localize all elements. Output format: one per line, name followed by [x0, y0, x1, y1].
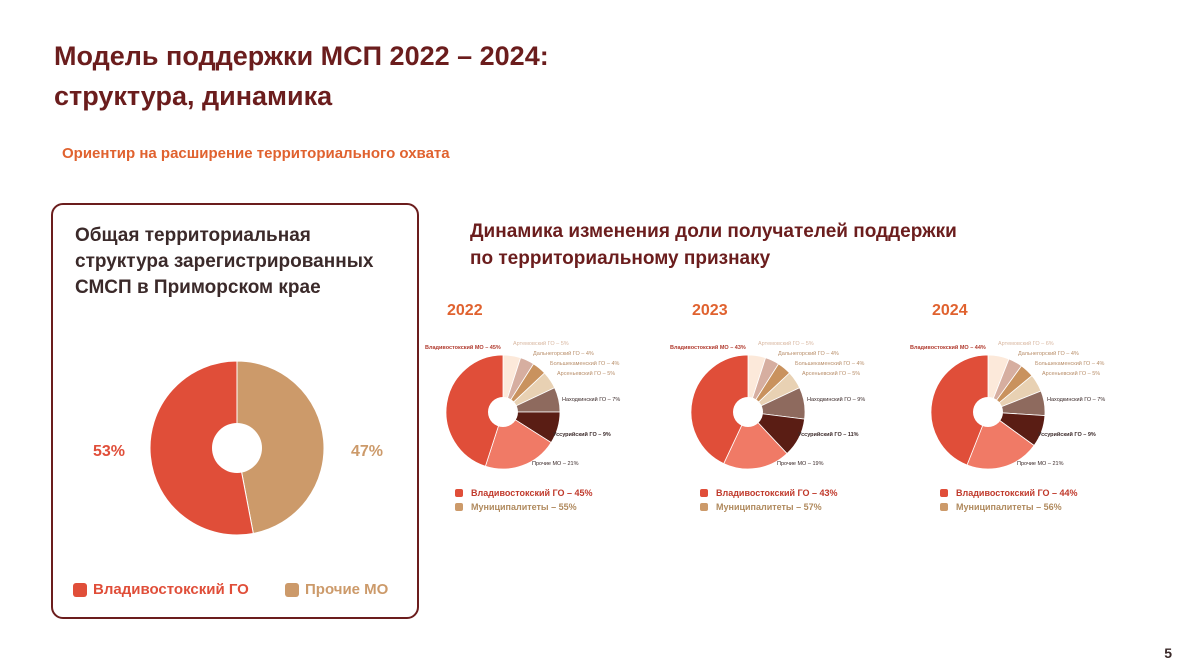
slice-label-артемовский-го-5: Артемовский ГО – 5%	[513, 340, 569, 347]
legend-2022-label-municipalities: Муниципалитеты – 55%	[471, 502, 577, 512]
pie-2023: 2023 Владивостокский МО – 43% Прочие МО –…	[670, 298, 922, 528]
slice-label-прочие-мо-21: Прочие МО – 21%	[532, 461, 579, 467]
slice-label-уссурийский-го-9: Уссурийский ГО – 9%	[553, 431, 611, 438]
donut-hole	[733, 397, 763, 427]
pct-label-vladivostok: 53%	[93, 443, 126, 460]
pie-2024: 2024 Владивостокский МО – 44% Прочие МО –…	[910, 298, 1162, 528]
title-line-1: Модель поддержки МСП 2022 – 2024:	[54, 41, 549, 71]
year-label-2022: 2022	[447, 302, 483, 319]
slice-label-находкинский-го-9: Находкинский ГО – 9%	[807, 396, 865, 403]
legend-2023-swatch-vladivostok	[700, 489, 708, 497]
pct-label-other: 47%	[351, 443, 384, 460]
slice-label-уссурийский-го-9: Уссурийский ГО – 9%	[1038, 431, 1096, 438]
slice-label-арсеньевский-го-5: Арсеньевский ГО – 5%	[557, 370, 615, 377]
slice-label-владивостокский-мо-44: Владивостокский МО – 44%	[910, 344, 986, 351]
slice-прочие-мо	[236, 360, 325, 535]
slice-label-дальнегорский-го-4: Дальнегорский ГО – 4%	[1018, 350, 1079, 357]
legend-2023-swatch-municipalities	[700, 503, 708, 511]
legend-swatch-other	[285, 582, 299, 597]
slice-label-находкинский-го-7: Находкинский ГО – 7%	[562, 396, 620, 403]
slice-label-арсеньевский-го-5: Арсеньевский ГО – 5%	[802, 370, 860, 377]
slice-label-владивостокский-мо-43: Владивостокский МО – 43%	[670, 344, 746, 351]
donut-hole	[488, 397, 518, 427]
pie-chart-2024: Владивостокский МО – 44% Прочие МО – 21% У…	[910, 340, 1105, 470]
legend-2024-vladivostok: Владивостокский ГО – 44%	[940, 488, 1078, 498]
pie-chart-2022: Владивостокский МО – 45% Прочие МО – 21% У…	[425, 340, 620, 470]
slice-label-артемовский-го-6: Артемовский ГО – 6%	[998, 340, 1054, 347]
slice-label-большекаменский-го-4: Большекаменский ГО – 4%	[1035, 360, 1105, 367]
overall-pie-chart	[149, 360, 325, 536]
legend-2024-label-vladivostok: Владивостокский ГО – 44%	[956, 488, 1078, 498]
overall-structure-card: Общая территориальная структура зарегист…	[51, 203, 419, 619]
slice-label-владивостокский-мо-45: Владивостокский МО – 45%	[425, 344, 501, 351]
overall-structure-title: Общая территориальная структура зарегист…	[75, 225, 374, 298]
legend-item-other: Прочие МО	[285, 581, 388, 598]
legend-2022-municipalities: Муниципалитеты – 55%	[455, 502, 577, 512]
legend-swatch-vladivostok	[73, 582, 87, 597]
pie-chart-2023: Владивостокский МО – 43% Прочие МО – 19% У…	[670, 340, 865, 470]
slice-label-дальнегорский-го-4: Дальнегорский ГО – 4%	[778, 350, 839, 357]
slice-владивостокский-го	[149, 360, 254, 536]
year-label-2023: 2023	[692, 302, 728, 319]
legend-2023-label-vladivostok: Владивостокский ГО – 43%	[716, 488, 838, 498]
slice-label-находкинский-го-7: Находкинский ГО – 7%	[1047, 396, 1105, 403]
legend-2024-swatch-municipalities	[940, 503, 948, 511]
donut-hole	[973, 397, 1003, 427]
legend-2024-swatch-vladivostok	[940, 489, 948, 497]
year-label-2024: 2024	[932, 302, 968, 319]
slice-владивостокский-мо-43	[690, 354, 749, 465]
slice-label-артемовский-го-5: Артемовский ГО – 5%	[758, 340, 814, 347]
slice-владивостокский-мо-45	[445, 354, 504, 467]
title-line-2: структура, динамика	[54, 81, 333, 111]
slice-label-уссурийский-го-11: Уссурийский ГО – 11%	[798, 431, 859, 438]
legend-2023-municipalities: Муниципалитеты – 57%	[700, 502, 822, 512]
page-number: 5	[1164, 645, 1172, 661]
legend-2022-swatch-municipalities	[455, 503, 463, 511]
legend-item-vladivostok: Владивостокский ГО	[73, 581, 249, 598]
dynamics-title: Динамика изменения доли получателей подд…	[470, 221, 957, 269]
pie-2022: 2022 Владивостокский МО – 45% Прочие МО –…	[425, 298, 677, 528]
legend-label-vladivostok: Владивостокский ГО	[93, 581, 249, 598]
slice-прочие-мо-19	[723, 411, 788, 470]
slice-label-большекаменский-го-4: Большекаменский ГО – 4%	[550, 360, 620, 367]
legend-2024-municipalities: Муниципалитеты – 56%	[940, 502, 1062, 512]
legend-2022-vladivostok: Владивостокский ГО – 45%	[455, 488, 593, 498]
slice-label-прочие-мо-19: Прочие МО – 19%	[777, 461, 824, 467]
legend-2022-swatch-vladivostok	[455, 489, 463, 497]
legend-2022-label-vladivostok: Владивостокский ГО – 45%	[471, 488, 593, 498]
page-subtitle: Ориентир на расширение территориального …	[62, 145, 450, 162]
legend-2023-vladivostok: Владивостокский ГО – 43%	[700, 488, 838, 498]
slice-label-прочие-мо-21: Прочие МО – 21%	[1017, 461, 1064, 467]
legend-2023-label-municipalities: Муниципалитеты – 57%	[716, 502, 822, 512]
slice-владивостокский-мо-44	[930, 354, 989, 466]
donut-hole	[212, 423, 262, 473]
slice-label-дальнегорский-го-4: Дальнегорский ГО – 4%	[533, 350, 594, 357]
slice-label-арсеньевский-го-5: Арсеньевский ГО – 5%	[1042, 370, 1100, 377]
legend-label-other: Прочие МО	[305, 581, 389, 598]
legend-2024-label-municipalities: Муниципалитеты – 56%	[956, 502, 1062, 512]
slice-label-большекаменский-го-4: Большекаменский ГО – 4%	[795, 360, 865, 367]
page-title: Модель поддержки МСП 2022 – 2024: структ…	[54, 36, 549, 116]
